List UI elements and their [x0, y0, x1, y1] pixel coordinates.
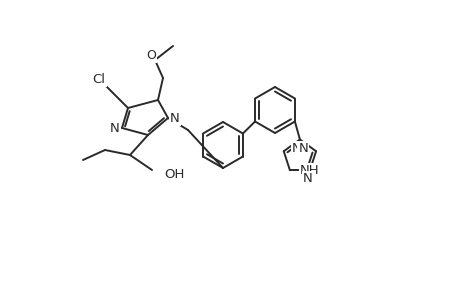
Text: Cl: Cl: [92, 73, 105, 85]
Text: N: N: [298, 142, 308, 155]
Text: N: N: [291, 142, 301, 155]
Text: NH: NH: [299, 164, 319, 177]
Text: N: N: [170, 112, 179, 124]
Text: N: N: [302, 172, 312, 185]
Text: OH: OH: [164, 167, 184, 181]
Text: N: N: [110, 122, 120, 134]
Text: O: O: [146, 49, 156, 62]
